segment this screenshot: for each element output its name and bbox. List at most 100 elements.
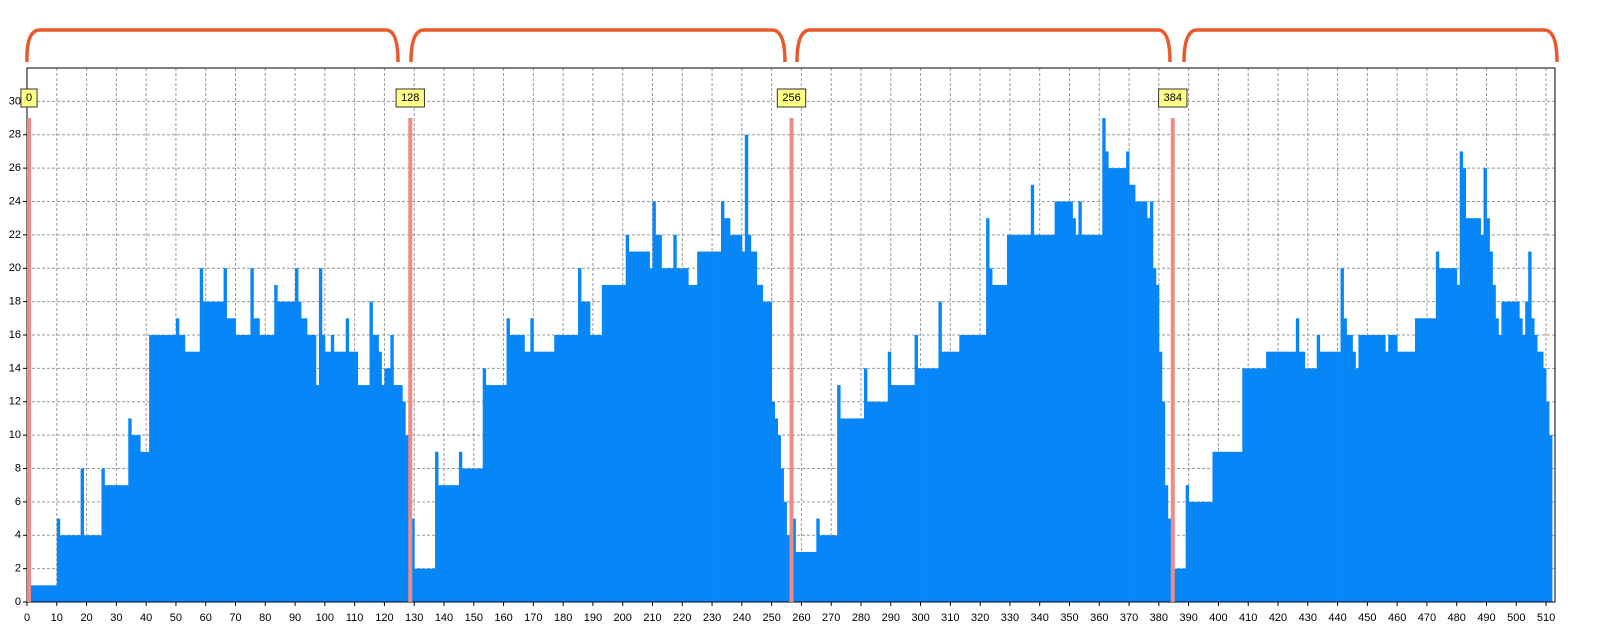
bar bbox=[1319, 351, 1324, 602]
marker-box bbox=[776, 88, 807, 108]
bar bbox=[393, 385, 397, 602]
bar bbox=[1105, 151, 1109, 602]
bar bbox=[211, 301, 216, 602]
bar bbox=[1072, 218, 1076, 602]
bar bbox=[1227, 451, 1231, 602]
bar bbox=[411, 518, 415, 602]
bar bbox=[1185, 485, 1190, 602]
y-tick-label: 16 bbox=[9, 329, 21, 341]
bar bbox=[107, 485, 111, 602]
bar bbox=[339, 351, 344, 602]
bar bbox=[169, 335, 174, 602]
bar bbox=[750, 251, 755, 602]
bar bbox=[685, 268, 689, 602]
bar bbox=[786, 535, 790, 602]
bar bbox=[1462, 168, 1467, 602]
bar bbox=[238, 335, 242, 602]
bar bbox=[268, 335, 272, 602]
bar bbox=[1355, 368, 1359, 602]
bar bbox=[1120, 168, 1124, 602]
x-tick-label: 30 bbox=[110, 612, 122, 624]
bar bbox=[44, 585, 49, 602]
x-tick-label: 490 bbox=[1477, 612, 1495, 624]
bar bbox=[887, 351, 892, 602]
bar bbox=[1400, 351, 1404, 602]
bar bbox=[1045, 234, 1050, 602]
bar bbox=[458, 451, 463, 602]
bar bbox=[128, 418, 132, 602]
bar bbox=[1328, 351, 1333, 602]
bar bbox=[1218, 451, 1222, 602]
bar bbox=[855, 418, 859, 602]
bar bbox=[613, 284, 618, 602]
bar bbox=[816, 518, 820, 602]
bar bbox=[610, 284, 615, 602]
x-tick-label: 40 bbox=[140, 612, 152, 624]
bar bbox=[202, 301, 207, 602]
bar bbox=[524, 351, 528, 602]
bar bbox=[1492, 284, 1496, 602]
y-tick-label: 4 bbox=[15, 529, 21, 541]
bar bbox=[381, 385, 385, 602]
bar bbox=[1283, 351, 1288, 602]
bar bbox=[721, 201, 725, 602]
bar bbox=[164, 335, 168, 602]
bar bbox=[1352, 351, 1356, 602]
x-tick-label: 470 bbox=[1418, 612, 1436, 624]
bar bbox=[476, 468, 481, 602]
bar bbox=[1480, 234, 1484, 602]
brace bbox=[409, 28, 787, 63]
bar bbox=[306, 335, 311, 602]
bar bbox=[363, 385, 367, 602]
bar bbox=[849, 418, 853, 602]
bar bbox=[1373, 335, 1377, 602]
bar bbox=[810, 551, 814, 602]
bar bbox=[583, 301, 588, 602]
bar bbox=[1504, 301, 1508, 602]
bar bbox=[1370, 335, 1374, 602]
bar bbox=[208, 301, 213, 602]
bar bbox=[747, 234, 752, 602]
bar bbox=[1537, 351, 1541, 602]
bar bbox=[1060, 201, 1064, 602]
bar bbox=[989, 268, 993, 602]
bar bbox=[965, 335, 969, 602]
bar bbox=[1435, 251, 1440, 602]
bar bbox=[1090, 234, 1094, 602]
bar bbox=[1111, 168, 1115, 602]
bar bbox=[438, 485, 442, 602]
bar bbox=[1081, 234, 1085, 602]
bar bbox=[581, 301, 585, 602]
bar bbox=[384, 368, 388, 602]
bar bbox=[619, 284, 624, 602]
bar bbox=[872, 401, 877, 602]
bar bbox=[199, 268, 204, 602]
bar bbox=[461, 468, 466, 602]
marker-box bbox=[1158, 88, 1188, 108]
bar bbox=[709, 251, 713, 602]
bar bbox=[98, 535, 102, 602]
bar bbox=[1108, 168, 1112, 602]
bar bbox=[545, 351, 549, 602]
bar bbox=[1129, 184, 1133, 602]
bar bbox=[899, 385, 904, 602]
bar bbox=[980, 335, 984, 602]
bar bbox=[327, 351, 332, 602]
bar bbox=[1316, 335, 1321, 602]
bar bbox=[1200, 501, 1204, 602]
bar bbox=[432, 568, 436, 602]
bar bbox=[1277, 351, 1282, 602]
marker-label: 384 bbox=[1164, 92, 1182, 104]
bar bbox=[443, 485, 448, 602]
bar bbox=[1263, 368, 1267, 602]
bar bbox=[399, 385, 403, 602]
bar bbox=[643, 251, 647, 602]
bar bbox=[1483, 168, 1487, 602]
bar bbox=[1507, 301, 1511, 602]
bar bbox=[354, 351, 359, 602]
y-tick-label: 24 bbox=[9, 195, 21, 207]
bar bbox=[759, 284, 764, 602]
bar bbox=[1358, 335, 1362, 602]
bar bbox=[375, 335, 379, 602]
bar bbox=[1450, 268, 1455, 602]
